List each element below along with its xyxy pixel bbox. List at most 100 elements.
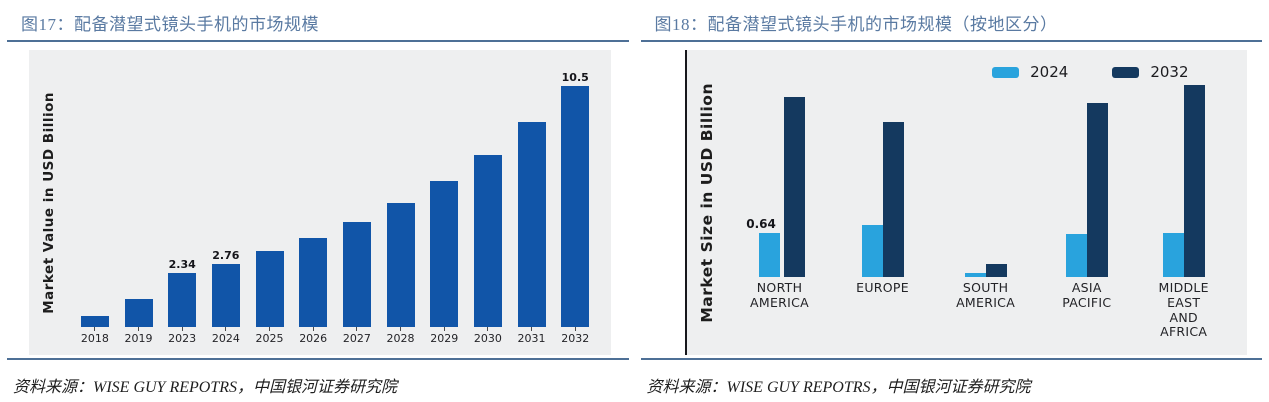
bar-asia-pacific-2032 (1086, 102, 1108, 277)
bar-column-2032 (882, 121, 904, 277)
bar-column-2032 (1086, 102, 1108, 277)
figure-18: 图18：配备潜望式镜头手机的市场规模（按地区分） Market Size in … (640, 0, 1263, 402)
figure-17-source: 资料来源：WISE GUY REPOTRS，中国银河证券研究院 (7, 360, 629, 397)
bar-north-america-2032 (783, 96, 805, 277)
bar-pair: 0.64 (746, 96, 805, 277)
bar-column-2032 (1183, 85, 1205, 277)
bar-group-europe: EUROPE (856, 121, 909, 345)
bar-column-2019: 2019 (117, 299, 161, 345)
bar-group-middle-east-and-africa: MIDDLE EAST AND AFRICA (1159, 85, 1209, 345)
figure-18-title: 图18：配备潜望式镜头手机的市场规模（按地区分） (654, 15, 1058, 34)
x-axis-label-2023: 2023 (168, 332, 197, 345)
bar-2027 (342, 222, 371, 327)
bar-column-2026: 2026 (291, 238, 335, 345)
bar-group-south-america: SOUTH AMERICA (956, 264, 1015, 345)
figure-17-chart-panel: Market Value in USD Billion 2018 2019 2.34… (29, 50, 611, 355)
bar-asia-pacific-2024 (1065, 234, 1087, 277)
bar-2032 (561, 85, 590, 327)
bar-pair (1065, 102, 1108, 277)
x-axis-tick-2019 (138, 327, 139, 331)
x-axis-label-2026: 2026 (299, 332, 328, 345)
bar-column-2032 (985, 264, 1007, 277)
x-axis-tick-2025 (269, 327, 271, 331)
bar-2025 (255, 251, 284, 327)
figure-17-bottom-rule (7, 358, 629, 360)
bar-column-2030: 2030 (466, 154, 510, 345)
x-axis-label-europe: EUROPE (856, 280, 909, 295)
bar-2026 (299, 238, 328, 327)
bar-pair (964, 264, 1007, 277)
bar-pair (1162, 85, 1205, 277)
figure-18-chart-panel: Market Size in USD Billion 2024 2032 0.6… (684, 50, 1247, 355)
figure-17-title-rule (7, 40, 629, 42)
figure-17-title: 图17：配备潜望式镜头手机的市场规模 (21, 15, 319, 34)
bar-middle-east-and-africa-2032 (1183, 85, 1205, 277)
figure-17: 图17：配备潜望式镜头手机的市场规模 Market Value in USD B… (7, 0, 629, 402)
bar-value-label-2024: 0.64 (746, 217, 776, 232)
x-axis-label-2032: 2032 (561, 332, 590, 345)
x-axis-label-2031: 2031 (517, 332, 546, 345)
bar-value-label-2024: 2.76 (212, 248, 240, 262)
source-prefix: 资料来源： (13, 379, 94, 396)
x-axis-label-2029: 2029 (430, 332, 459, 345)
x-axis-label-2024: 2024 (211, 332, 240, 345)
bar-column-2027: 2027 (335, 222, 379, 345)
x-axis-label-2030: 2030 (473, 332, 502, 345)
legend-swatch-2024 (992, 66, 1020, 78)
source-prefix: 资料来源： (646, 379, 727, 396)
figure-17-plot-area: 2018 2019 2.34 2023 2.76 2024 2025 2026 2027 2028… (69, 50, 611, 355)
bar-group-north-america: 0.64 NORTH AMERICA (746, 96, 810, 345)
x-axis-label-2025: 2025 (255, 332, 284, 345)
x-axis-tick-2032 (574, 327, 576, 331)
bar-2023 (168, 273, 197, 327)
figure-18-y-axis-label: Market Size in USD Billion (697, 82, 716, 323)
legend-item-2024: 2024 (992, 63, 1068, 81)
figure-18-source: 资料来源：WISE GUY REPOTRS，中国银河证券研究院 (641, 360, 1263, 397)
legend-item-2032: 2032 (1112, 63, 1189, 81)
x-axis-tick-2018 (94, 327, 96, 331)
bar-column-2018: 2018 (73, 315, 117, 345)
bar-2019 (124, 299, 153, 327)
x-axis-tick-2027 (356, 327, 358, 331)
bar-value-label-2023: 2.34 (168, 258, 196, 272)
bar-column-2024 (1162, 232, 1184, 277)
bar-pair (861, 121, 904, 277)
legend-label-2024: 2024 (1030, 63, 1069, 81)
legend-swatch-2032 (1112, 66, 1140, 78)
bar-2024 (211, 263, 240, 327)
bar-column-2032: 10.5 2032 (553, 70, 597, 345)
bar-column-2024: 0.64 (746, 217, 784, 277)
x-axis-label-middle-east-and-africa: MIDDLE EAST AND AFRICA (1158, 280, 1209, 340)
bar-2029 (430, 180, 459, 327)
figure-18-title-rule (640, 40, 1262, 42)
bar-column-2025: 2025 (248, 251, 292, 345)
bar-column-2024 (1065, 234, 1087, 277)
x-axis-label-2018: 2018 (80, 332, 109, 345)
bar-europe-2032 (882, 121, 904, 277)
bar-north-america-2024 (758, 233, 780, 277)
bar-2018 (80, 315, 109, 327)
bar-column-2028: 2028 (379, 202, 423, 345)
bar-column-2024 (861, 225, 883, 277)
bar-south-america-2024 (964, 272, 986, 277)
figure-18-plot-area: 2024 2032 0.64 NORTH AMERICA EUROPE SOUTH A… (727, 50, 1247, 355)
x-axis-tick-2029 (443, 327, 445, 331)
bar-2030 (473, 154, 502, 327)
figure-17-y-axis-label: Market Value in USD Billion (41, 91, 57, 314)
figure-18-bottom-rule (640, 358, 1262, 360)
x-axis-tick-2028 (400, 327, 402, 331)
bar-south-america-2032 (985, 264, 1007, 277)
bar-column-2032 (783, 96, 805, 277)
x-axis-label-asia-pacific: ASIA PACIFIC (1062, 280, 1112, 310)
x-axis-tick-2031 (531, 327, 533, 331)
x-axis-tick-2024 (225, 327, 227, 331)
x-axis-label-2027: 2027 (342, 332, 371, 345)
source-text: WISE GUY REPOTRS，中国银河证券研究院 (93, 379, 398, 396)
bar-column-2024: 2.76 2024 (204, 249, 248, 345)
source-text: WISE GUY REPOTRS，中国银河证券研究院 (726, 379, 1031, 396)
bar-value-label-2032: 10.5 (561, 70, 589, 84)
x-axis-tick-2023 (181, 327, 183, 331)
bar-column-2029: 2029 (422, 180, 466, 345)
x-axis-label-north-america: NORTH AMERICA (750, 280, 810, 310)
x-axis-label-2019: 2019 (124, 332, 153, 345)
